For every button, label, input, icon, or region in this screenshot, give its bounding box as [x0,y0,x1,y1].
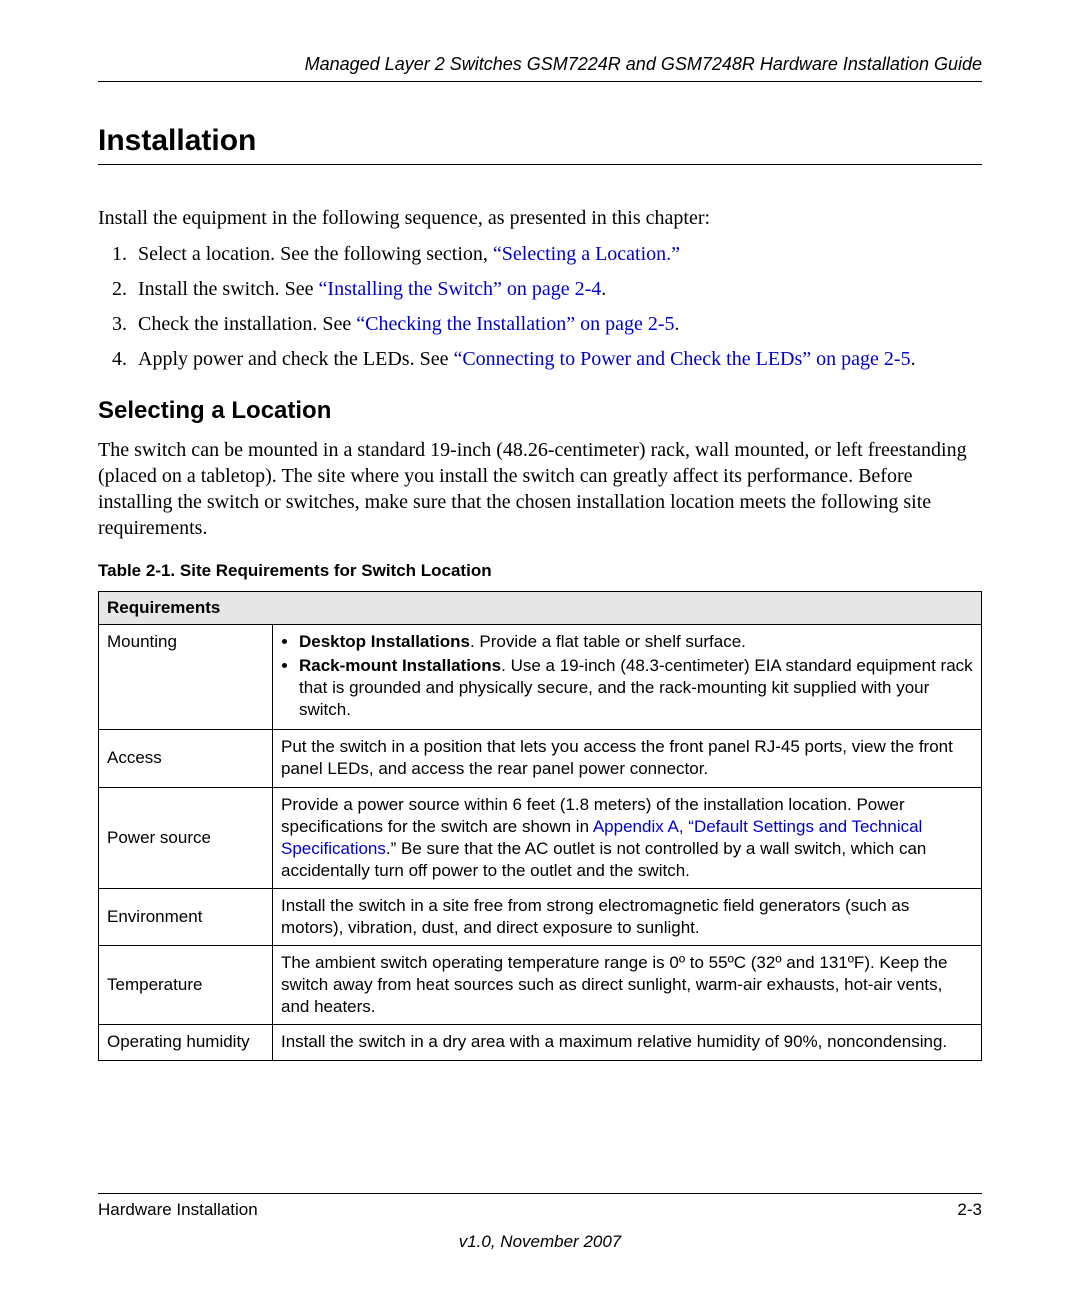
req-value: Install the switch in a site free from s… [273,888,982,945]
subsection-title: Selecting a Location [98,397,982,425]
page-header: Managed Layer 2 Switches GSM7224R and GS… [98,54,982,82]
req-label: Mounting [99,625,273,730]
table-row: Operating humidity Install the switch in… [99,1025,982,1060]
req-value: Provide a power source within 6 feet (1.… [273,787,982,888]
cross-ref-link[interactable]: “Checking the Installation” on page 2-5 [356,313,674,335]
table-row: Power source Provide a power source with… [99,787,982,888]
step-item: Check the installation. See “Checking th… [132,311,982,338]
req-label: Power source [99,787,273,888]
step-suffix: . [675,313,680,335]
table-row: Environment Install the switch in a site… [99,888,982,945]
table-row: Mounting Desktop Installations. Provide … [99,625,982,730]
step-suffix: . [601,278,606,300]
step-text: Check the installation. See [138,313,356,335]
step-item: Apply power and check the LEDs. See “Con… [132,346,982,373]
bullet-item: Rack-mount Installations. Use a 19-inch … [299,655,973,721]
req-label: Temperature [99,946,273,1025]
table-row: Access Put the switch in a position that… [99,730,982,787]
step-suffix: . [911,348,916,370]
cross-ref-link[interactable]: “Connecting to Power and Check the LEDs”… [453,348,910,370]
body-paragraph: The switch can be mounted in a standard … [98,437,982,541]
cross-ref-link[interactable]: “Installing the Switch” on page 2-4 [319,278,602,300]
steps-list: Select a location. See the following sec… [98,241,982,373]
step-text: Install the switch. See [138,278,319,300]
req-label: Environment [99,888,273,945]
footer-rule [98,1193,982,1194]
footer-left: Hardware Installation [98,1200,258,1220]
bullet-item: Desktop Installations. Provide a flat ta… [299,631,973,653]
table-caption: Table 2-1. Site Requirements for Switch … [98,561,982,581]
bullet-rest: . Provide a flat table or shelf surface. [470,632,746,651]
req-label: Access [99,730,273,787]
section-title: Installation [98,124,982,165]
page-footer: Hardware Installation 2-3 v1.0, November… [98,1193,982,1252]
req-value: Put the switch in a position that lets y… [273,730,982,787]
table-header: Requirements [99,592,982,625]
step-item: Select a location. See the following sec… [132,241,982,268]
table-row: Temperature The ambient switch operating… [99,946,982,1025]
req-value: Install the switch in a dry area with a … [273,1025,982,1060]
cross-ref-link[interactable]: “Selecting a Location.” [493,243,680,265]
req-label: Operating humidity [99,1025,273,1060]
bullet-bold: Desktop Installations [299,632,470,651]
step-text: Apply power and check the LEDs. See [138,348,453,370]
step-text: Select a location. See the following sec… [138,243,493,265]
requirements-table: Requirements Mounting Desktop Installati… [98,591,982,1061]
footer-version: v1.0, November 2007 [98,1232,982,1252]
page: Managed Layer 2 Switches GSM7224R and GS… [0,0,1080,1296]
step-item: Install the switch. See “Installing the … [132,276,982,303]
intro-paragraph: Install the equipment in the following s… [98,205,982,231]
req-value: The ambient switch operating temperature… [273,946,982,1025]
footer-page-number: 2-3 [957,1200,982,1220]
bullet-bold: Rack-mount Installations [299,656,501,675]
req-value: Desktop Installations. Provide a flat ta… [273,625,982,730]
